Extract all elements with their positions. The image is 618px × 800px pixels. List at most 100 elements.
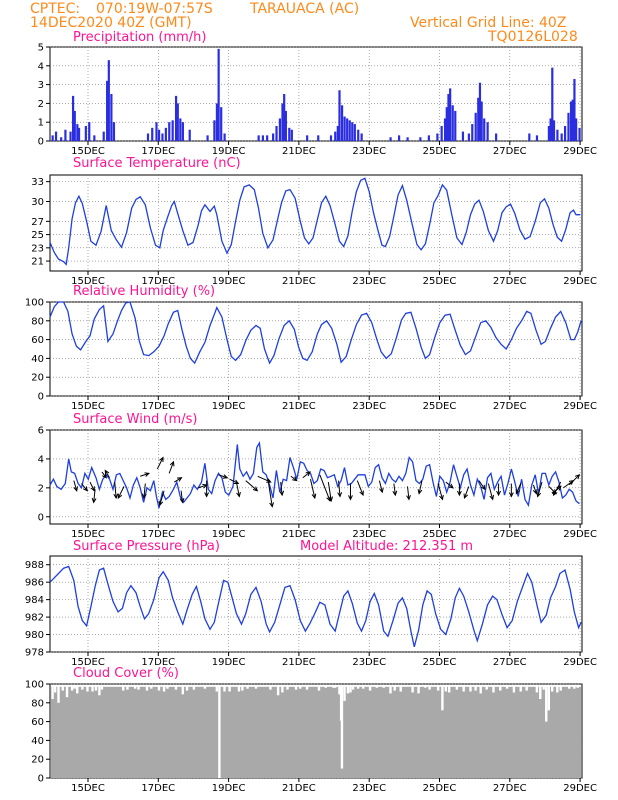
cloud-gap-22 xyxy=(166,686,169,689)
panel-title-pressure: Surface Pressure (hPa) xyxy=(73,539,220,554)
wind-arrow-3 xyxy=(93,489,96,503)
precip-bar-47 xyxy=(306,135,309,141)
wind-arrow-7 xyxy=(117,486,125,499)
ytick-label-pressure-3: 984 xyxy=(25,595,44,606)
precip-bar-60 xyxy=(360,133,363,141)
cloud-gap-49 xyxy=(340,686,344,769)
cloud-gap-13 xyxy=(100,686,104,690)
series-line-humidity xyxy=(49,301,582,365)
cloud-gap-79 xyxy=(512,686,516,693)
wind-arrowhead-8 xyxy=(144,472,150,477)
precip-bar-22 xyxy=(164,127,167,141)
precip-bar-28 xyxy=(181,122,184,141)
xtick-label-humidity-0: 15DEC xyxy=(71,401,105,412)
precip-bar-10 xyxy=(88,122,91,141)
cloud-gap-52 xyxy=(349,686,352,693)
precip-bar-51 xyxy=(336,125,339,141)
ytick-label-cloud-5: 100 xyxy=(25,680,44,691)
cloud-gap-70 xyxy=(455,686,459,690)
precip-bar-9 xyxy=(84,125,87,141)
precip-bar-20 xyxy=(157,129,161,141)
precip-bar-94 xyxy=(569,101,573,141)
xtick-label-temperature-6: 27DEC xyxy=(493,276,527,287)
precip-bar-59 xyxy=(357,129,360,141)
ytick-label-humidity-2: 40 xyxy=(31,354,44,365)
precip-bar-68 xyxy=(443,118,447,141)
wind-arrow-23 xyxy=(280,482,283,496)
precip-bar-96 xyxy=(573,78,576,141)
precip-bar-30 xyxy=(206,135,209,141)
wind-arrow-2 xyxy=(89,481,95,491)
wind-arrowhead-23 xyxy=(279,490,285,497)
cloud-gap-30 xyxy=(223,686,226,692)
precip-bar-58 xyxy=(353,124,356,141)
cloud-gap-28 xyxy=(215,686,219,692)
header-grid-code: TQ0126L028 xyxy=(488,29,578,45)
wind-arrow-9 xyxy=(143,483,146,499)
cloud-gap-72 xyxy=(469,686,472,692)
cloud-gap-82 xyxy=(535,686,539,693)
cloud-gap-46 xyxy=(333,686,337,688)
wind-arrowhead-0 xyxy=(73,486,78,492)
xtick-label-humidity-5: 25DEC xyxy=(423,401,457,412)
xtick-label-pressure-2: 19DEC xyxy=(212,657,246,668)
xtick-label-pressure-1: 17DEC xyxy=(141,657,175,668)
xtick-label-pressure-6: 27DEC xyxy=(493,657,527,668)
cloud-gap-19 xyxy=(150,686,153,689)
wind-arrowhead-25 xyxy=(305,471,311,477)
xtick-label-humidity-7: 29DEC xyxy=(563,401,597,412)
wind-arrowhead-35 xyxy=(417,489,423,495)
precip-bar-97 xyxy=(575,118,578,141)
xtick-label-temperature-1: 17DEC xyxy=(141,276,175,287)
plot-frame-humidity xyxy=(49,301,583,397)
cloud-gap-1 xyxy=(53,686,57,693)
precip-bar-17 xyxy=(146,133,150,141)
precip-bar-13 xyxy=(106,80,109,141)
precip-bar-29 xyxy=(188,129,191,141)
wind-arrowhead-9 xyxy=(141,493,147,500)
precip-bar-79 xyxy=(478,82,482,141)
xtick-label-cloud-2: 19DEC xyxy=(212,783,246,794)
wind-arrowhead-19 xyxy=(236,492,241,498)
ytick-label-cloud-3: 60 xyxy=(31,717,44,728)
precip-bar-55 xyxy=(346,118,349,141)
precip-bar-40 xyxy=(275,125,278,141)
wind-arrow-6 xyxy=(114,482,117,499)
wind-arrow-20 xyxy=(245,480,258,492)
cloud-gap-26 xyxy=(192,686,196,690)
cloud-gap-31 xyxy=(228,686,231,692)
precip-bar-3 xyxy=(64,129,67,141)
precip-bar-38 xyxy=(266,135,269,141)
wind-arrowhead-26 xyxy=(311,493,317,500)
precip-bar-42 xyxy=(281,103,284,141)
wind-arrow-46 xyxy=(537,481,543,497)
precip-bar-5 xyxy=(71,95,75,141)
precip-bar-2 xyxy=(60,137,63,141)
xtick-label-precip-1: 17DEC xyxy=(141,146,175,157)
xtick-label-cloud-6: 27DEC xyxy=(493,783,527,794)
header-location: TARAUACA (AC) xyxy=(250,1,360,17)
xtick-label-precip-7: 29DEC xyxy=(563,146,597,157)
xtick-label-temperature-3: 21DEC xyxy=(282,276,316,287)
wind-arrow-24 xyxy=(290,475,297,482)
xtick-label-temperature-5: 25DEC xyxy=(423,276,457,287)
wind-arrow-27 xyxy=(319,474,331,502)
cloud-gap-7 xyxy=(76,686,79,694)
cloud-gap-34 xyxy=(246,686,249,689)
cloud-gap-60 xyxy=(393,686,396,691)
series-line-pressure xyxy=(49,565,582,647)
precip-bar-70 xyxy=(447,94,450,141)
ytick-label-wind-0: 0 xyxy=(38,512,44,523)
wind-arrowhead-29 xyxy=(337,492,343,498)
cloud-gap-90 xyxy=(568,686,571,689)
precip-bar-57 xyxy=(351,122,354,141)
cloud-gap-12 xyxy=(98,686,101,696)
precip-bar-91 xyxy=(560,133,563,141)
wind-arrowhead-18 xyxy=(233,479,240,485)
cloud-gap-5 xyxy=(70,686,74,691)
plot-frame-wind xyxy=(49,429,583,525)
wind-arrow-11 xyxy=(159,490,165,506)
wind-arrow-35 xyxy=(418,480,423,494)
xtick-label-precip-6: 27DEC xyxy=(493,146,527,157)
xtick-label-wind-1: 17DEC xyxy=(141,529,175,540)
